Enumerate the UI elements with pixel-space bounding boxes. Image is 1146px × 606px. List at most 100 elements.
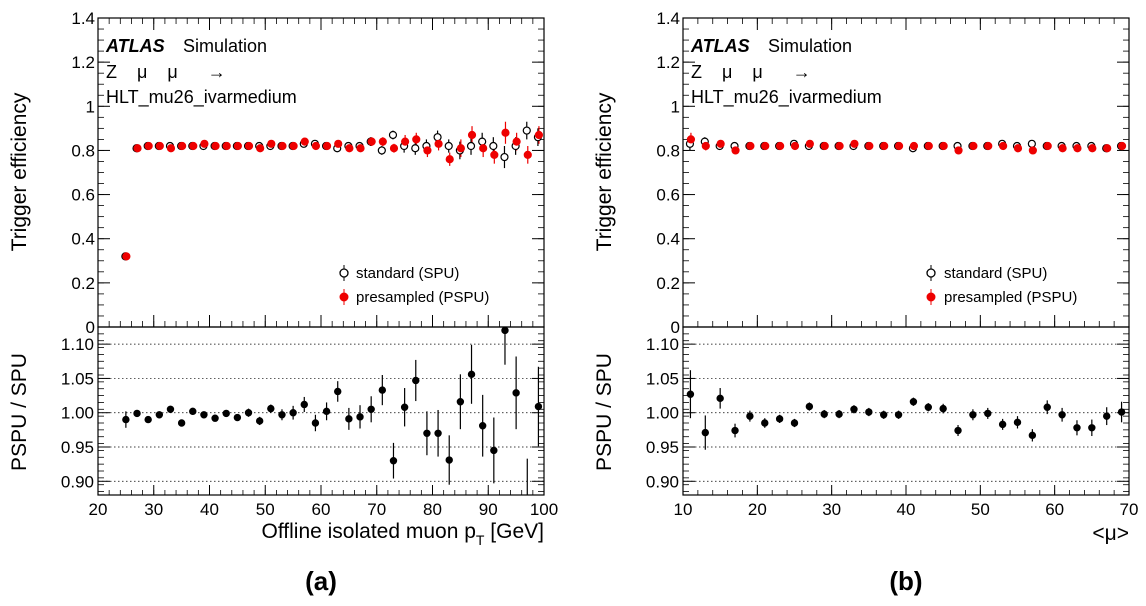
panel-a-ratio-point — [490, 446, 498, 455]
panel-b-point-pspu — [1073, 144, 1082, 153]
panel-b-legend: standard (SPU) presampled (PSPU) — [926, 265, 1077, 306]
panel-b-top-y-tick-label: 1 — [671, 97, 680, 116]
panel-b-caption: (b) — [889, 566, 922, 596]
legend-filled-marker — [339, 292, 349, 302]
panel-b-ratio-point — [835, 410, 843, 418]
panel-b-point-pspu — [924, 141, 933, 151]
panel-b-top-y-tick-label: 1.4 — [656, 9, 680, 28]
panel-b-ratio-point — [1103, 412, 1111, 420]
panel-b-ratio-point — [1117, 408, 1126, 416]
panel-a-bottom-y-tick-label: 0.95 — [61, 438, 94, 457]
panel-a-ratio-point — [345, 415, 353, 423]
panel-a-ratio-point — [144, 415, 152, 424]
legend-open-marker — [926, 268, 936, 278]
panel-a-point-pspu — [289, 141, 298, 151]
panel-b-ratio-point — [790, 419, 799, 427]
panel-a-point-spu — [377, 146, 386, 155]
panel-b-trigger-label: HLT_mu26_ivarmedium — [691, 87, 882, 108]
panel-a-top-y-tick-label: 1 — [86, 97, 95, 116]
panel-a-point-pspu — [222, 141, 231, 151]
panel-a-point-pspu — [367, 137, 376, 146]
panel-b-point-pspu — [835, 141, 844, 151]
panel-a-point-pspu — [166, 144, 176, 153]
panel-b-point-pspu — [731, 146, 740, 155]
panel-a-ratio-point — [189, 407, 197, 416]
panel-a-x-tick-label: 60 — [312, 500, 331, 519]
panel-a-ratio-point — [434, 429, 442, 437]
panel-a-point-pspu — [490, 150, 499, 159]
panel-a-top-ylabel: Trigger efficiency — [8, 92, 31, 251]
panel-b-point-pspu — [969, 141, 978, 151]
panel-b-ratio-point — [865, 408, 873, 416]
panel-a-point-pspu — [267, 139, 276, 148]
panel-b-point-pspu — [1117, 141, 1127, 151]
panel-a-point-pspu — [434, 139, 443, 148]
panel-a-point-pspu — [133, 144, 142, 153]
panel-b-atlas-label: ATLAS — [690, 36, 750, 56]
panel-b-legend-pspu: presampled (PSPU) — [944, 289, 1077, 306]
panel-a-trigger-label: HLT_mu26_ivarmedium — [106, 87, 297, 108]
panel-a-point-pspu — [345, 144, 354, 153]
panel-b-point-pspu — [820, 141, 829, 151]
panel-a-point-spu — [466, 141, 476, 151]
panel-a-ratio-point — [289, 409, 297, 417]
panel-b-ratio-point — [805, 402, 814, 411]
panel-a-ratio-point — [367, 405, 375, 413]
panel-b-point-pspu — [1043, 141, 1052, 151]
panel-b-ratio-point — [701, 428, 709, 437]
panel-a-ratio-point — [133, 409, 141, 418]
legend-open-marker — [339, 268, 349, 278]
panel-b-ratio-point — [924, 403, 932, 411]
panel-b-point-pspu — [716, 139, 725, 148]
panel-b-point-pspu — [761, 141, 770, 151]
panel-a-ratio-point — [478, 422, 487, 430]
panel-a-ratio-point — [222, 409, 230, 418]
panel-a-simulation-label: Simulation — [183, 36, 267, 56]
panel-a-xlabel-main: Offline isolated muon p — [261, 520, 475, 543]
panel-a-point-pspu — [356, 144, 365, 153]
panel-a-point-spu — [411, 144, 420, 153]
panel-b-point-pspu — [1088, 144, 1097, 153]
panel-a-point-pspu — [479, 144, 488, 153]
panel-b-simulation-label: Simulation — [768, 36, 852, 56]
panel-a-ratio-point — [534, 402, 543, 411]
panel-b-bottom-y-tick-label: 0.95 — [646, 438, 679, 457]
panel-a-point-pspu — [445, 155, 454, 164]
panel-a-point-pspu — [534, 130, 544, 140]
panel-a-point-pspu — [423, 146, 432, 155]
panel-a-x-tick-label: 70 — [367, 500, 386, 519]
panel-a-point-spu — [388, 130, 398, 140]
panel-a-ratio-point — [445, 456, 453, 464]
panel-b-ratio-point — [1073, 424, 1081, 432]
panel-b-top-y-tick-label: 0 — [671, 318, 680, 337]
panel-a-bottom-y-tick-label: 1.05 — [61, 369, 94, 388]
panel-b-ratio-point — [954, 426, 962, 435]
panel-b-x-tick-label: 70 — [1120, 500, 1139, 519]
panel-b-point-pspu — [1103, 144, 1112, 153]
panel-a-ratio-point — [412, 376, 420, 385]
panel-a-error-bars — [124, 121, 540, 495]
panel-b-ratio-point — [880, 411, 888, 419]
legend-filled-marker — [926, 292, 936, 302]
panel-b-point-pspu — [954, 146, 963, 155]
panel-b-point-pspu — [701, 141, 710, 151]
panel-b-top-ylabel: Trigger efficiency — [593, 92, 616, 251]
panel-a-ratio-point — [423, 429, 431, 437]
panel-a-point-pspu — [467, 130, 477, 140]
panel-a-xlabel: Offline isolated muon pT [GeV] — [261, 520, 544, 548]
panel-a-legend-spu: standard (SPU) — [356, 265, 459, 282]
panel-a-point-pspu — [233, 141, 242, 151]
panel-a-point-pspu — [256, 144, 265, 153]
panel-a-top-y-tick-label: 0.8 — [71, 141, 95, 160]
panel-a-point-pspu — [211, 141, 220, 151]
panel-a-point-pspu — [244, 141, 254, 151]
panel-a-x-tick-label: 50 — [256, 500, 275, 519]
panel-b-legend-spu: standard (SPU) — [944, 265, 1047, 282]
panel-a-ratio-point — [501, 326, 509, 335]
panel-b-x-tick-label: 20 — [748, 500, 767, 519]
panel-b-ratio-point — [1058, 411, 1066, 419]
panel-a-ratio-point — [155, 411, 164, 419]
panel-b-bottom-y-tick-label: 1.05 — [646, 369, 679, 388]
